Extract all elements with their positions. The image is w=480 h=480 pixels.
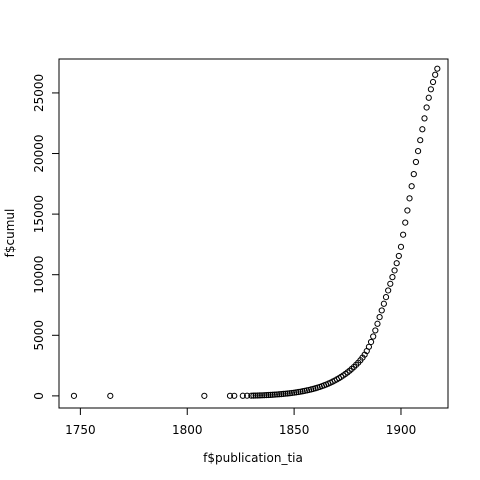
data-point bbox=[254, 392, 261, 399]
data-point bbox=[374, 320, 381, 327]
data-point bbox=[382, 294, 390, 301]
data-point bbox=[387, 280, 394, 287]
x-axis-label: f$publication_tia bbox=[203, 451, 303, 465]
y-axis-label: f$cumul bbox=[3, 209, 17, 258]
data-point bbox=[252, 392, 259, 399]
y-tick-label: 0 bbox=[32, 392, 46, 400]
data-points bbox=[70, 65, 441, 399]
data-point bbox=[410, 171, 417, 178]
data-point bbox=[273, 391, 281, 398]
y-tick-label: 25000 bbox=[32, 74, 46, 112]
data-point bbox=[414, 147, 422, 155]
x-tick-label: 1850 bbox=[279, 423, 310, 437]
data-point bbox=[429, 78, 437, 86]
data-point bbox=[291, 389, 298, 396]
data-point bbox=[258, 392, 266, 399]
data-point bbox=[389, 274, 396, 281]
data-point bbox=[284, 390, 291, 397]
data-point bbox=[370, 333, 377, 340]
data-point bbox=[201, 392, 208, 399]
data-point bbox=[397, 243, 405, 250]
data-point bbox=[372, 327, 379, 334]
y-tick-label: 10000 bbox=[32, 256, 46, 294]
data-point bbox=[226, 392, 234, 399]
data-point bbox=[419, 126, 426, 133]
data-point bbox=[432, 71, 439, 78]
data-point bbox=[380, 300, 387, 307]
data-point bbox=[282, 390, 289, 397]
data-point bbox=[261, 392, 268, 399]
y-tick-label: 20000 bbox=[32, 134, 46, 172]
data-point bbox=[70, 392, 78, 399]
data-point bbox=[243, 392, 251, 399]
data-point bbox=[367, 338, 375, 346]
data-point bbox=[434, 65, 441, 72]
data-point bbox=[378, 307, 385, 314]
data-point bbox=[400, 231, 407, 238]
data-point bbox=[293, 389, 300, 396]
data-point bbox=[423, 104, 430, 111]
data-point bbox=[248, 392, 255, 399]
data-point bbox=[425, 94, 432, 101]
data-point bbox=[265, 391, 272, 399]
y-axis: 0 5000 10000 15000 20000 25000 bbox=[32, 74, 60, 400]
data-point bbox=[365, 343, 373, 350]
data-point bbox=[427, 86, 435, 93]
data-point bbox=[417, 137, 424, 144]
data-point bbox=[269, 391, 276, 398]
data-point bbox=[276, 391, 283, 398]
data-point bbox=[267, 391, 274, 398]
data-point bbox=[391, 267, 398, 274]
data-point bbox=[271, 391, 278, 398]
x-tick-label: 1900 bbox=[386, 423, 417, 437]
data-point bbox=[107, 392, 114, 399]
data-point bbox=[231, 392, 238, 399]
data-point bbox=[278, 391, 285, 398]
data-point bbox=[239, 392, 246, 399]
data-point bbox=[408, 183, 415, 190]
x-tick-label: 1800 bbox=[172, 423, 203, 437]
data-point bbox=[288, 389, 296, 397]
data-point bbox=[385, 287, 392, 294]
data-point bbox=[421, 115, 428, 122]
data-point bbox=[393, 260, 400, 267]
data-point bbox=[406, 195, 413, 202]
data-point bbox=[376, 314, 383, 321]
data-point bbox=[256, 392, 264, 399]
x-axis: 1750 1800 1850 1900 bbox=[65, 407, 417, 437]
data-point bbox=[286, 390, 293, 397]
data-point bbox=[250, 392, 257, 399]
data-point bbox=[404, 207, 411, 214]
data-point bbox=[263, 392, 270, 399]
data-point bbox=[412, 158, 420, 166]
data-point bbox=[395, 252, 402, 260]
plot-frame bbox=[58, 58, 449, 409]
x-tick-label: 1750 bbox=[65, 423, 96, 437]
data-point bbox=[402, 219, 409, 226]
y-tick-label: 5000 bbox=[32, 320, 46, 351]
y-tick-label: 15000 bbox=[32, 195, 46, 233]
data-point bbox=[280, 390, 287, 398]
